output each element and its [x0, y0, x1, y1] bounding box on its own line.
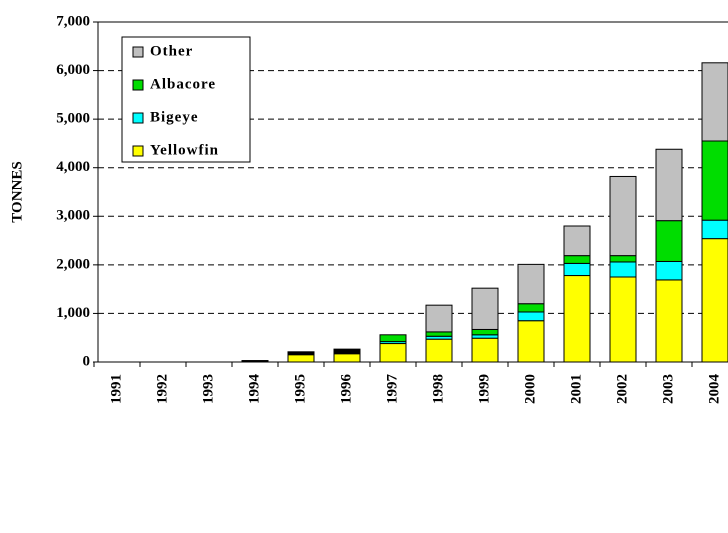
bar-segment	[333, 348, 361, 355]
y-tick-label: 7,000	[56, 13, 90, 29]
bar-segment	[425, 338, 453, 363]
legend-swatch	[132, 46, 144, 58]
legend-swatch	[132, 79, 144, 91]
y-axis-label: TONNES	[9, 161, 25, 222]
y-tick-label: 6,000	[56, 62, 90, 78]
x-tick-label: 1996	[338, 374, 354, 405]
bar-segment	[563, 255, 591, 264]
bar-segment	[517, 303, 545, 313]
x-tick-label: 1997	[384, 374, 400, 405]
bar-segment	[701, 62, 728, 142]
bar-segment	[609, 276, 637, 363]
legend-label: Other	[150, 43, 193, 59]
bar-segment	[333, 353, 361, 363]
bar-segment	[563, 275, 591, 363]
bar-segment	[471, 337, 499, 363]
legend-swatch	[132, 145, 144, 157]
x-tick-label: 2000	[522, 374, 538, 404]
legend-label: Bigeye	[150, 109, 199, 125]
bar-segment	[517, 320, 545, 363]
bar-segment	[655, 148, 683, 222]
bar-segment	[655, 220, 683, 262]
x-tick-label: 1994	[246, 374, 262, 405]
bar-segment	[701, 238, 728, 363]
x-tick-label: 2002	[614, 374, 630, 404]
x-tick-label: 1999	[476, 374, 492, 404]
bar-segment	[517, 263, 545, 305]
bar-segment	[425, 304, 453, 333]
x-tick-label: 1991	[108, 374, 124, 404]
x-tick-label: 2001	[568, 374, 584, 404]
bar-segment	[425, 331, 453, 337]
x-tick-label: 2003	[660, 374, 676, 404]
bar-segment	[287, 351, 315, 356]
bar-segment	[287, 354, 315, 363]
y-tick-label: 0	[83, 353, 91, 369]
bar-segment	[655, 260, 683, 281]
legend-label: Yellowfin	[150, 142, 219, 158]
x-tick-label: 2004	[706, 374, 722, 405]
bar-segment	[563, 262, 591, 277]
y-tick-label: 4,000	[56, 159, 90, 175]
bar-segment	[701, 219, 728, 240]
bar-segment	[379, 334, 407, 343]
legend-swatch	[132, 112, 144, 124]
x-tick-label: 1993	[200, 374, 216, 404]
legend: Other Albacore Bigeye Yellowfin	[121, 36, 251, 163]
bar-segment	[655, 279, 683, 363]
bar-segment	[471, 334, 499, 339]
x-tick-label: 1998	[430, 374, 446, 404]
bar-segment	[609, 261, 637, 278]
x-tick-label: 1995	[292, 374, 308, 404]
y-tick-label: 1,000	[56, 305, 90, 321]
bar-segment	[471, 328, 499, 336]
bar-segment	[609, 255, 637, 263]
bar-segment	[379, 343, 407, 363]
bar-segment	[563, 225, 591, 257]
bar-segment	[517, 311, 545, 322]
y-tick-label: 3,000	[56, 208, 90, 224]
bar-segment	[701, 140, 728, 221]
y-tick-label: 5,000	[56, 111, 90, 127]
bar-segment	[609, 175, 637, 257]
bar-segment	[471, 287, 499, 330]
legend-label: Albacore	[150, 76, 216, 92]
legend-box	[121, 36, 251, 163]
y-tick-label: 2,000	[56, 256, 90, 272]
x-tick-label: 1992	[154, 374, 170, 404]
